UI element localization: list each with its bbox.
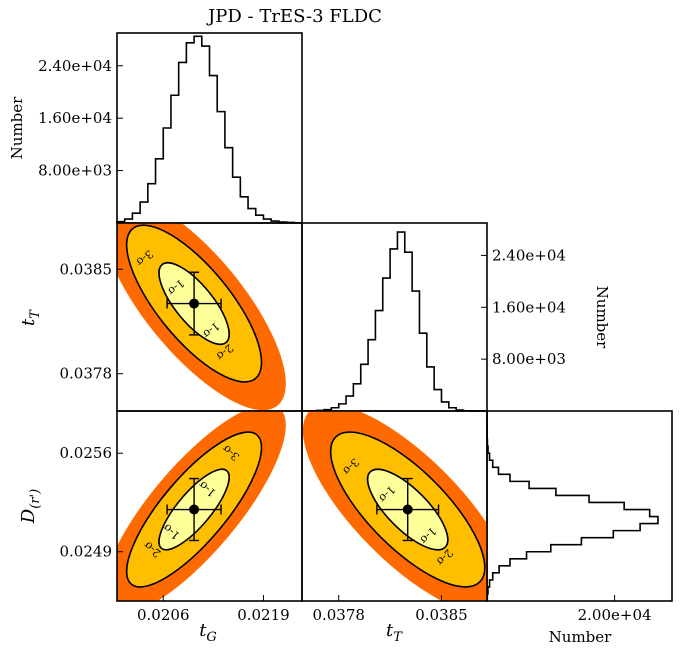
- hist-tG-bar: [132, 213, 140, 223]
- jpd-tG-D-group: 1-σ1-σ2-σ3-σ: [117, 411, 286, 601]
- hist-tT-bar: [405, 252, 412, 411]
- hist-D-outline: [486, 411, 659, 602]
- hist-tT-bar: [390, 249, 397, 411]
- hist-tT-bar: [419, 333, 426, 411]
- hist-tG-bar: [148, 184, 156, 223]
- jpd-tG-tT-ytick-label: 0.0385: [60, 260, 113, 278]
- hist-tT-frame: [301, 222, 488, 412]
- hist-D-bar: [487, 573, 493, 580]
- hist-tG-bar: [225, 148, 233, 223]
- hist-tG-ytick-label: 2.40e+04: [38, 57, 112, 75]
- hist-tT-bar: [397, 232, 404, 411]
- hist-tG-bar: [256, 215, 264, 223]
- hist-D-bar: [487, 502, 624, 509]
- jpd-tT-D-best-fit-point: [402, 504, 413, 515]
- hist-D-bar: [487, 460, 493, 467]
- jpd-tG-tT-ylabel: tT: [18, 309, 43, 326]
- hist-tT-ytick-label: 2.40e+04: [492, 246, 566, 264]
- jpd-tG-tT-best-fit-point: [189, 298, 200, 309]
- hist-tG-ytick-label: 1.60e+04: [38, 109, 112, 127]
- hist-D-xtick-label: 2.00e+04: [578, 606, 652, 624]
- hist-tT-bar: [412, 291, 419, 411]
- hist-tG-bar: [233, 177, 241, 223]
- hist-D-xlabel: Number: [549, 628, 612, 646]
- chart-title: JPD - TrES-3 FLDC: [206, 6, 382, 27]
- jpd-tG-D-best-fit-point: [189, 504, 200, 515]
- hist-tG-bar: [156, 159, 164, 223]
- hist-D-bar: [487, 517, 658, 524]
- jpd-tT-D-xlabel: tT: [386, 620, 403, 645]
- hist-D-bar: [487, 495, 589, 502]
- hist-tG-bar: [217, 112, 225, 223]
- jpd-tG-D-xtick-label: 0.0206: [137, 606, 190, 624]
- hist-tT-bar: [427, 367, 434, 411]
- hist-tT-bar: [368, 340, 375, 411]
- hist-D-bar: [487, 566, 499, 573]
- hist-tT-bar: [339, 404, 346, 411]
- hist-tG-ylabel: Number: [8, 96, 26, 159]
- hist-tT-outline: [302, 231, 486, 412]
- hist-tG-group: [116, 35, 302, 224]
- hist-tG-bar: [186, 43, 194, 223]
- hist-tT-ytick-label: 8.00e+03: [492, 350, 566, 368]
- jpd-tT-D-xtick-label: 0.0385: [415, 606, 468, 624]
- jpd-tG-D-ytick-label: 0.0249: [60, 543, 113, 561]
- hist-tT-ylabel: Number: [593, 286, 611, 349]
- hist-tG-bar: [210, 76, 218, 223]
- hist-tG-bar: [163, 128, 171, 223]
- hist-D-bar: [487, 531, 613, 538]
- jpd-tG-D-xlabel: tG: [199, 620, 217, 645]
- hist-tG-ytick-label: 8.00e+03: [38, 162, 112, 180]
- hist-D-group: [486, 411, 659, 602]
- hist-D-bar: [487, 538, 581, 545]
- hist-tT-bar: [383, 278, 390, 411]
- jpd-tG-D-ytick-label: 0.0256: [60, 444, 113, 462]
- hist-tT-bar: [434, 390, 441, 411]
- hist-tT-bar: [346, 396, 353, 411]
- hist-D-frame: [486, 410, 673, 602]
- hist-tG-bar: [179, 62, 187, 223]
- hist-tG-bar: [140, 202, 148, 223]
- hist-D-bar: [487, 481, 529, 488]
- hist-D-bar: [487, 552, 527, 559]
- jpd-tG-D-ylabel: D(r'): [18, 489, 43, 524]
- jpd-tT-D-xtick-label: 0.0378: [312, 606, 365, 624]
- hist-D-bar: [487, 467, 498, 474]
- jpd-tT-D-frame: [301, 410, 488, 602]
- hist-D-bar: [487, 488, 556, 495]
- hist-tT-ytick-label: 1.60e+04: [492, 298, 566, 316]
- hist-tT-bar: [361, 364, 368, 411]
- jpd-tG-tT-group: 1-σ1-σ2-σ3-σ: [117, 223, 286, 411]
- hist-tG-bar: [240, 197, 248, 223]
- hist-tG-outline: [116, 35, 302, 224]
- jpd-tT-D-group: 1-σ1-σ2-σ3-σ: [302, 411, 487, 601]
- hist-D-bar: [487, 474, 510, 481]
- hist-D-bar: [487, 510, 650, 517]
- hist-tT-bar: [375, 311, 382, 411]
- hist-D-bar: [487, 545, 551, 552]
- hist-tG-bar: [171, 95, 179, 223]
- jpd-tG-tT-ytick-label: 0.0378: [60, 365, 113, 383]
- hist-D-bar: [487, 524, 640, 531]
- panels: 8.00e+03 1.60e+04 2.40e+04 Number 8.00e+03 1.…: [8, 32, 673, 646]
- hist-tT-bar: [441, 402, 448, 411]
- hist-tT-bar: [353, 384, 360, 411]
- jpd-tG-D-xtick-label: 0.0219: [237, 606, 290, 624]
- hist-tG-bar: [202, 46, 210, 223]
- hist-tG-bar: [248, 209, 256, 223]
- hist-D-bar: [487, 559, 510, 566]
- hist-tT-group: [302, 231, 486, 412]
- hist-tG-bar: [194, 36, 202, 223]
